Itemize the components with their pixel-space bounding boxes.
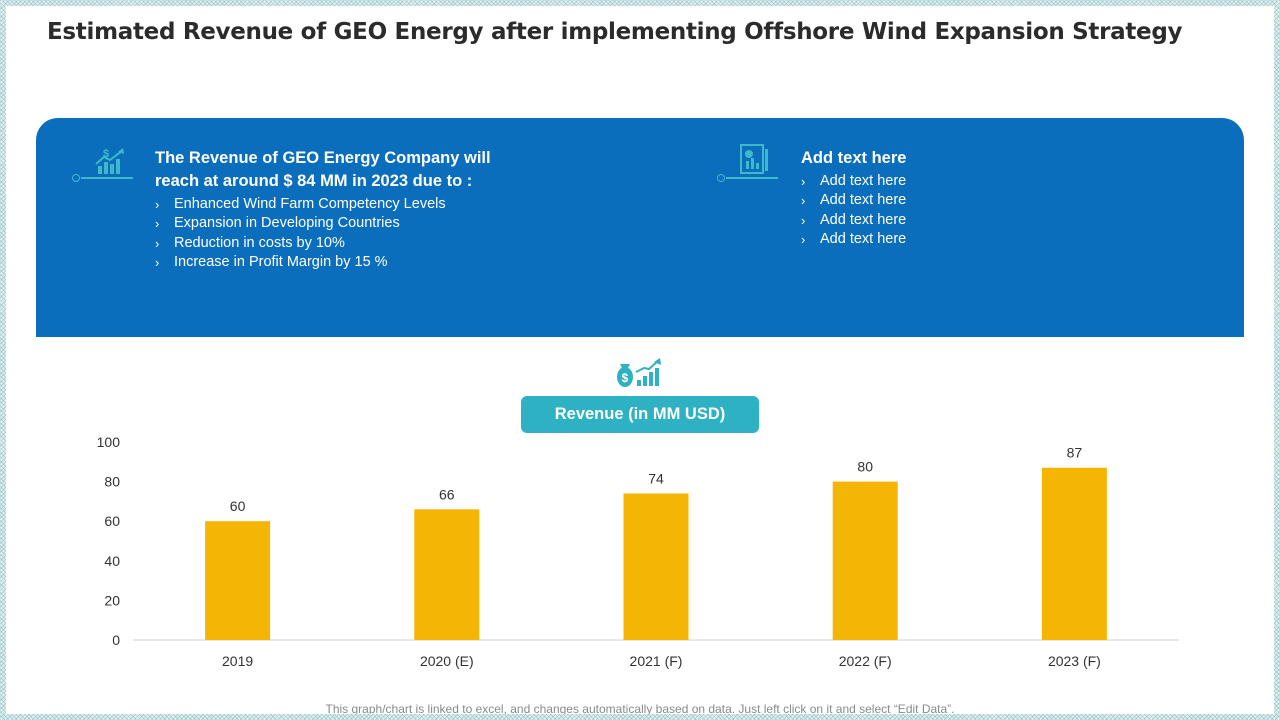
list-item: › Reduction in costs by 10%: [155, 234, 491, 253]
chevron-right-icon: ›: [155, 197, 160, 212]
chevron-right-icon: ›: [155, 216, 160, 232]
info-panel: $ The Revenue of GEO Energy Company will…: [36, 118, 1244, 337]
y-tick-label: 60: [104, 513, 120, 529]
left-heading-line1: The Revenue of GEO Energy Company will: [155, 149, 491, 167]
data-label: 80: [857, 459, 873, 475]
data-label: 87: [1067, 445, 1083, 461]
left-text-block: The Revenue of GEO Energy Company will r…: [155, 147, 491, 272]
x-tick-label: 2022 (F): [839, 653, 892, 669]
connector-dot: [72, 174, 80, 182]
connector-line: [81, 177, 133, 179]
list-item: › Add text here: [801, 191, 906, 210]
list-item: › Add text here: [801, 230, 906, 249]
footnote: This graph/chart is linked to excel, and…: [325, 702, 955, 714]
chart-title-badge: Revenue (in MM USD): [521, 396, 759, 433]
data-label: 66: [439, 486, 455, 502]
data-label: 74: [648, 470, 664, 486]
list-item: › Add text here: [801, 172, 906, 191]
chevron-right-icon: ›: [801, 193, 806, 209]
y-tick-label: 20: [104, 592, 120, 608]
left-heading-line2: reach at around $ 84 MM in 2023 due to :: [155, 172, 473, 190]
y-tick-label: 80: [104, 474, 120, 490]
bar: [832, 481, 898, 640]
bar: [1041, 467, 1107, 640]
right-heading: Add text here: [801, 149, 907, 167]
x-tick-label: 2021 (F): [630, 653, 683, 669]
y-tick-label: 100: [97, 434, 121, 450]
right-text-block: Add text here › Add text here › Add text h…: [801, 147, 906, 249]
list-item: › Enhanced Wind Farm Competency Levels: [155, 195, 491, 214]
slide: Estimated Revenue of GEO Energy after im…: [6, 6, 1274, 714]
chevron-right-icon: ›: [155, 235, 160, 251]
bars: 60 66 74 80 87: [205, 445, 1107, 640]
connector-line: [726, 177, 778, 179]
x-tick-label: 2023 (F): [1048, 653, 1101, 669]
list-item: › Expansion in Developing Countries: [155, 214, 491, 233]
bar: [414, 509, 480, 640]
svg-text:$: $: [622, 371, 629, 385]
svg-text:$: $: [103, 148, 109, 160]
report-document-icon: [736, 144, 776, 178]
chevron-right-icon: ›: [801, 231, 806, 247]
money-bag-growth-icon: $: [616, 358, 664, 392]
chevron-right-icon: ›: [155, 254, 160, 270]
x-tick-label: 2020 (E): [420, 653, 474, 669]
right-bullet-list: › Add text here › Add text here › Add text …: [801, 172, 906, 249]
x-tick-label: 2019: [222, 653, 253, 669]
data-label: 60: [230, 498, 246, 514]
y-axis-ticks: 0 20 40 60 80 100: [97, 434, 121, 648]
bar: [623, 493, 689, 640]
y-tick-label: 40: [104, 553, 120, 569]
growth-chart-dollar-icon: $: [72, 146, 136, 182]
y-tick-label: 0: [112, 632, 120, 648]
left-bullet-list: › Enhanced Wind Farm Competency Levels › E…: [155, 195, 491, 272]
connector-dot: [717, 174, 725, 182]
bar: [205, 521, 271, 640]
list-item: › Increase in Profit Margin by 15 %: [155, 253, 491, 272]
list-item: › Add text here: [801, 211, 906, 230]
revenue-bar-chart: 0 20 40 60 80 100 60 66 74 80 87 2019 2020 (E) 2021…: [97, 434, 1179, 669]
chevron-right-icon: ›: [801, 174, 806, 189]
chevron-right-icon: ›: [801, 212, 806, 228]
x-axis-labels: 2019 2020 (E) 2021 (F) 2022 (F) 2023 (F): [222, 653, 1101, 669]
page-title: Estimated Revenue of GEO Energy after im…: [47, 19, 1183, 45]
